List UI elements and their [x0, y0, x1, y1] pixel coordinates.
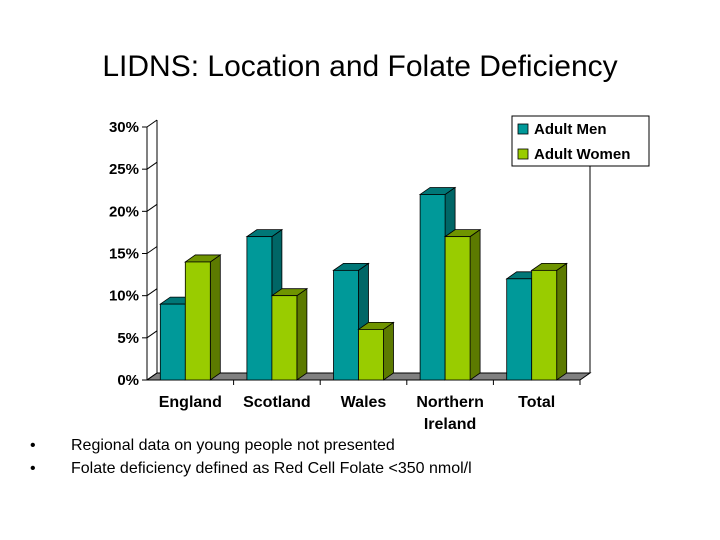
y-tick-diag	[146, 246, 158, 254]
slide-title: LIDNS: Location and Folate Deficiency	[102, 50, 618, 83]
bar-chart: 0% 5% 10% 15% 20% 25% 30% England Scotland Wales N…	[109, 115, 650, 433]
y-tick-label: 25%	[109, 161, 139, 178]
y-tick-diag	[146, 372, 158, 381]
bullet-item: • Regional data on young people not prese…	[30, 434, 472, 457]
legend-box	[511, 115, 650, 167]
bar-side	[296, 287, 308, 381]
bullet-text: Regional data on young people not presen…	[71, 437, 395, 454]
bullet-dot: •	[30, 437, 36, 454]
bar	[159, 303, 186, 381]
bullet-list: • Regional data on young people not prese…	[30, 434, 472, 480]
bar-side	[556, 262, 568, 381]
bullet-dot: •	[30, 460, 36, 477]
bar	[246, 236, 273, 381]
y-tick-diag	[146, 119, 158, 128]
x-category-label: Total	[518, 394, 555, 411]
bullet-item: • Folate deficiency defined as Red Cell F…	[30, 457, 472, 480]
legend-swatch	[517, 123, 529, 135]
x-category-label: Northern	[416, 394, 484, 411]
bar-side	[383, 321, 394, 381]
y-tick-diag	[146, 330, 158, 339]
bar-side	[209, 254, 221, 381]
bar	[506, 278, 533, 381]
y-tick-label: 5%	[117, 330, 139, 347]
bar	[333, 269, 359, 381]
bar	[358, 328, 384, 381]
y-tick-label: 15%	[109, 246, 139, 263]
bar-side	[469, 228, 481, 381]
bar	[419, 194, 446, 381]
y-tick-label: 20%	[109, 203, 139, 220]
chart-bars	[159, 186, 568, 381]
chart-labels: 0% 5% 10% 15% 20% 25% 30% England Scotland Wales N…	[109, 119, 555, 433]
y-tick-label: 0%	[117, 372, 139, 389]
legend-swatch	[517, 148, 529, 160]
y-tick-diag	[146, 288, 158, 297]
bar	[531, 269, 558, 381]
y-tick-diag	[146, 203, 158, 212]
y-tick-diag	[146, 161, 158, 170]
x-category-label: Wales	[341, 394, 387, 411]
x-category-label: Scotland	[243, 394, 311, 411]
bullet-text: Folate deficiency defined as Red Cell Fo…	[71, 460, 472, 477]
chart-legend: Adult Men Adult Women	[511, 115, 650, 167]
legend-label: Adult Women	[534, 146, 630, 163]
bar	[444, 236, 471, 381]
y-tick-label: 10%	[109, 288, 139, 305]
bar	[271, 295, 298, 381]
x-category-label: Ireland	[424, 416, 476, 433]
legend-label: Adult Men	[534, 121, 607, 138]
y-tick-label: 30%	[109, 119, 139, 136]
bar	[184, 261, 211, 381]
x-category-label: England	[159, 394, 222, 411]
